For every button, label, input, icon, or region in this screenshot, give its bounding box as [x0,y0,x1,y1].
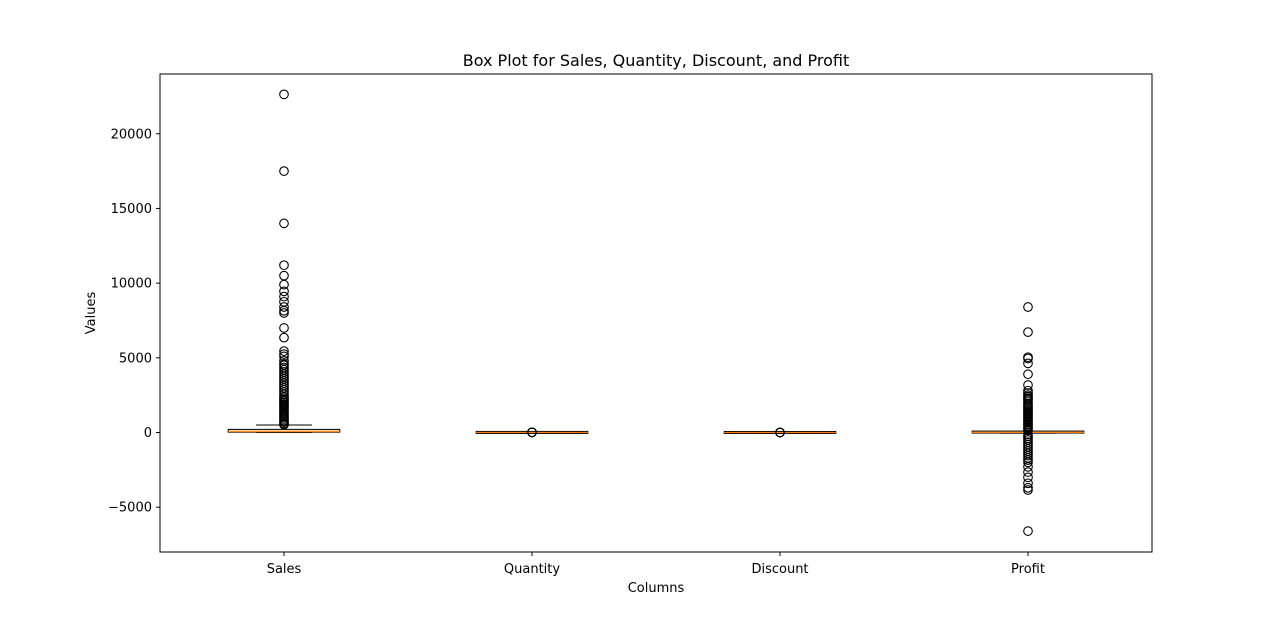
outlier-point [279,346,289,356]
outlier-point [279,260,289,271]
outlier-point [1023,478,1033,489]
x-axis: Sales Quantity Discount Profit [267,552,1045,577]
outlier-point [279,279,289,290]
y-tick-label: −5000 [108,501,152,516]
outlier-point [1023,526,1033,536]
x-tick-label: Sales [267,562,302,577]
y-axis-title: Values [84,292,99,335]
outlier-point [279,302,289,312]
plot-area [227,89,1085,536]
outlier-point [1023,302,1033,312]
plot-frame [159,73,1153,553]
outlier-point [279,89,289,100]
outlier-point [279,419,289,430]
outlier-point [279,323,289,333]
outlier-point [1023,485,1033,495]
y-tick-label: 15000 [111,202,152,217]
box-group-quantity [475,427,589,438]
x-tick-label: Discount [751,562,808,577]
outlier-point [1023,369,1033,380]
outlier-point [279,218,289,229]
x-tick-label: Profit [1011,562,1045,577]
y-tick-label: 20000 [111,127,152,142]
outlier-point [1023,358,1033,369]
y-tick-label: 0 [144,426,152,441]
chart-title: Box Plot for Sales, Quantity, Discount, … [463,51,850,70]
outlier-point [1023,380,1033,390]
box-group-discount [723,427,837,438]
outlier-point [1023,327,1033,337]
outlier-point [279,270,289,281]
outlier-point [1023,462,1033,472]
y-tick-label: 5000 [119,351,152,366]
y-tick-label: 10000 [111,277,152,292]
outlier-point [279,332,289,343]
outlier-point [279,308,289,318]
outlier-point [1023,457,1033,468]
box-group-sales [227,89,341,433]
outlier-point [279,291,289,302]
y-axis: −5000 0 5000 10000 15000 20000 [108,127,160,516]
x-tick-label: Quantity [504,562,560,577]
outlier-point [527,427,537,438]
outlier-point [1023,467,1033,477]
outlier-point [1023,425,1033,436]
outlier-point [1023,472,1033,483]
outlier-point [279,166,289,176]
outlier-point [279,296,289,307]
outlier-point [1023,353,1033,364]
x-axis-title: Columns [628,581,685,596]
outlier-point [279,286,289,297]
outlier-point [775,427,785,438]
box-group-profit [971,302,1085,536]
